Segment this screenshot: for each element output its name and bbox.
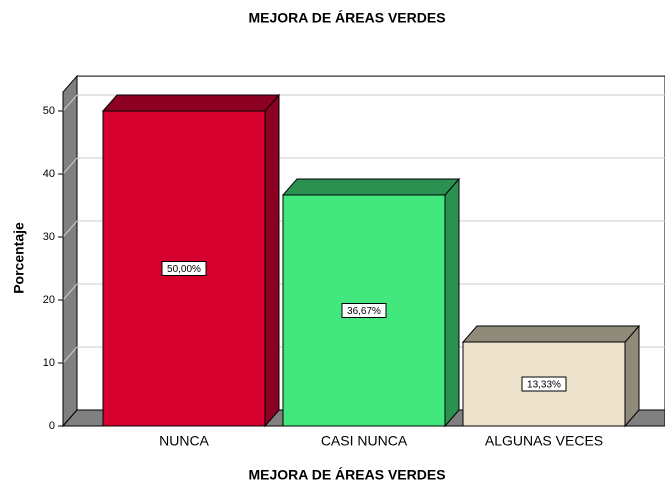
value-label-box [521,376,567,392]
grid-line [62,220,78,238]
left-wall [62,74,78,428]
bar-side [444,177,460,428]
bar-top [281,178,461,196]
bar-side [624,324,640,428]
x-tick-label: ALGUNAS VECES [485,433,603,449]
y-tick-label: 50 [43,105,55,117]
y-tick-label: 30 [43,231,55,243]
grid-line [62,157,78,175]
x-tick-label: CASI NUNCA [321,433,408,449]
y-axis-title: Porcentaje [11,222,27,294]
y-tick-label: 20 [43,294,55,306]
x-axis-title: MEJORA DE ÁREAS VERDES [248,467,445,483]
value-label-box [161,261,207,276]
value-label: 13,33% [527,380,561,391]
y-tick-label: 0 [49,420,55,432]
chart-title: MEJORA DE ÁREAS VERDES [248,10,445,26]
y-tick-label: 40 [43,168,55,180]
grid-line [62,283,78,301]
x-tick-label: NUNCA [159,433,209,449]
value-label: 50,00% [167,264,201,275]
value-label-box [341,302,387,318]
value-label: 36,67% [347,306,381,317]
grid-line [62,94,78,112]
y-tick-label: 10 [43,357,55,369]
grid-line [62,346,78,364]
bar-top [101,94,281,112]
bar-top [461,325,641,343]
bar-side [264,93,280,428]
